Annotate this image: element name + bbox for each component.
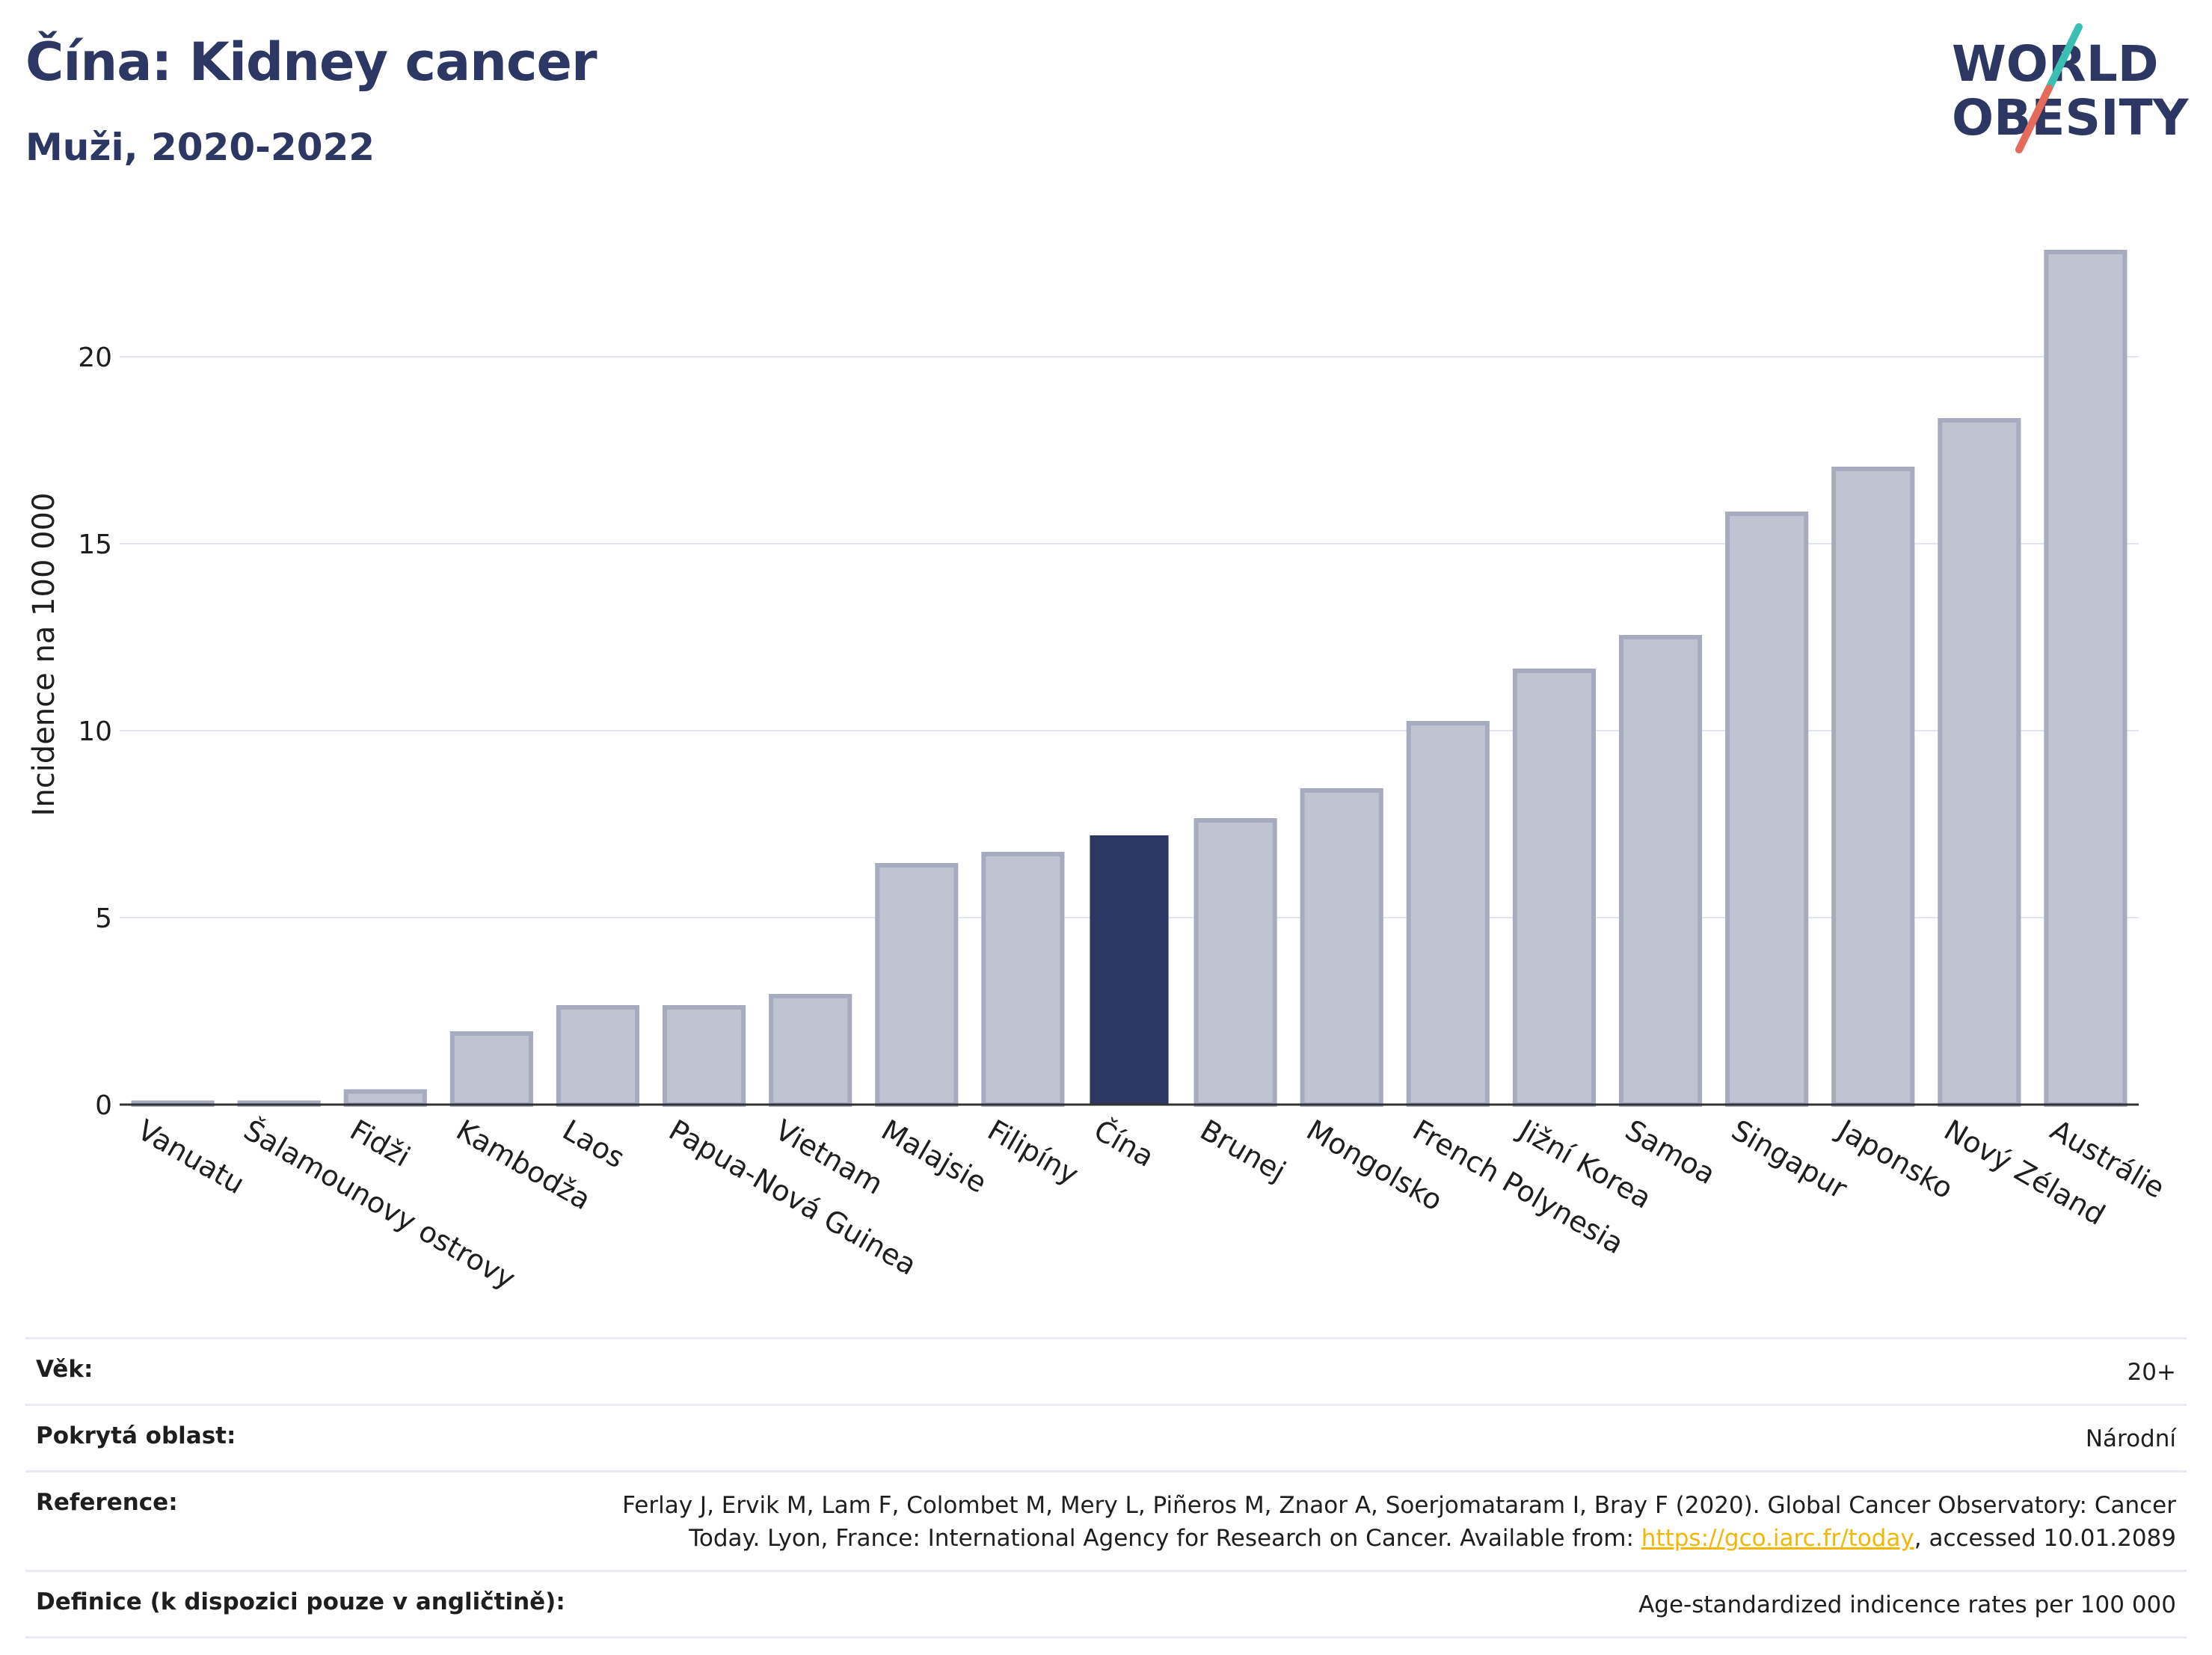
logo-text-obesity: OBESITY — [1952, 89, 2190, 147]
info-value-coverage: Národní — [2085, 1425, 2176, 1452]
category-label: Vanuatu — [132, 1114, 251, 1200]
y-tick-label: 0 — [95, 1090, 112, 1121]
bar — [556, 1005, 640, 1107]
bar — [875, 863, 959, 1107]
info-row-reference: Reference: Ferlay J, Ervik M, Lam F, Col… — [25, 1470, 2187, 1570]
info-label-coverage: Pokrytá oblast: — [36, 1422, 236, 1449]
category-label: Filipíny — [982, 1114, 1084, 1191]
info-row-coverage: Pokrytá oblast: Národní — [25, 1404, 2187, 1470]
world-obesity-logo: WORLD OBESITY — [1952, 23, 2190, 153]
reference-link[interactable]: https://gco.iarc.fr/today — [1641, 1525, 1914, 1552]
category-label: Laos — [557, 1114, 630, 1175]
info-label-reference: Reference: — [36, 1489, 178, 1516]
bar — [1938, 418, 2021, 1107]
info-row-definition: Definice (k dispozici pouze v angličtině… — [25, 1570, 2187, 1639]
y-tick-label: 20 — [78, 343, 112, 373]
bar — [1831, 467, 1915, 1107]
reference-accessed: , accessed 10.01.2089 — [1914, 1525, 2176, 1552]
chart-title: Čína: Kidney cancer — [25, 31, 597, 93]
bar — [343, 1089, 427, 1107]
bar — [1512, 669, 1597, 1107]
bar — [663, 1005, 746, 1107]
logo-slash-coral — [2015, 85, 2053, 153]
bar — [981, 852, 1065, 1107]
category-label: Singapur — [1726, 1114, 1853, 1206]
info-label-age: Věk: — [36, 1356, 93, 1383]
bar — [449, 1031, 533, 1107]
bar — [769, 994, 852, 1107]
y-axis-title: Incidence na 100 000 — [27, 493, 61, 817]
info-value-age: 20+ — [2127, 1359, 2176, 1386]
reference-text: Ferlay J, Ervik M, Lam F, Colombet M, Me… — [622, 1492, 2176, 1552]
bar — [1193, 818, 1277, 1107]
bar-highlight — [1090, 835, 1169, 1105]
bars — [131, 250, 2127, 1107]
info-value-reference: Ferlay J, Ervik M, Lam F, Colombet M, Me… — [606, 1489, 2176, 1555]
category-label: Malajsie — [876, 1114, 992, 1200]
info-value-definition: Age-standardized indicence rates per 100… — [1638, 1591, 2176, 1618]
y-tick-label: 10 — [78, 716, 112, 747]
category-label: Čína — [1089, 1114, 1160, 1173]
info-table: Věk: 20+ Pokrytá oblast: Národní Referen… — [25, 1337, 2187, 1639]
y-tick-label: 5 — [95, 903, 112, 934]
info-label-definition: Definice (k dispozici pouze v angličtině… — [36, 1588, 565, 1615]
category-label: Fidži — [345, 1114, 416, 1173]
category-label: Brunej — [1195, 1114, 1291, 1188]
bar — [2044, 250, 2127, 1107]
bar — [1725, 512, 1809, 1107]
bar — [1618, 635, 1703, 1107]
logo-slash-teal — [2045, 23, 2083, 92]
category-label: Japonsko — [1831, 1113, 1959, 1206]
y-tick-label: 15 — [78, 529, 112, 560]
bar — [1406, 721, 1490, 1107]
info-row-age: Věk: 20+ — [25, 1337, 2187, 1404]
bar — [1300, 788, 1383, 1107]
chart-subtitle: Muži, 2020-2022 — [25, 126, 375, 169]
